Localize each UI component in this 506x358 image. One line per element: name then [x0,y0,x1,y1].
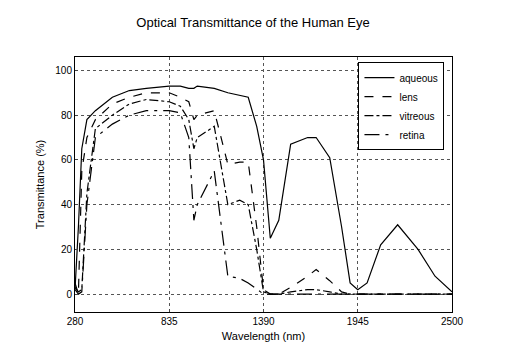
svg-text:retina: retina [399,130,424,141]
svg-text:40: 40 [61,199,73,210]
svg-text:80: 80 [61,110,73,121]
svg-text:280: 280 [67,316,84,327]
svg-text:100: 100 [55,65,72,76]
svg-text:Wavelength (nm): Wavelength (nm) [222,330,305,342]
svg-text:lens: lens [399,92,417,103]
svg-text:1390: 1390 [252,316,275,327]
svg-text:60: 60 [61,154,73,165]
svg-text:835: 835 [161,316,178,327]
svg-text:20: 20 [61,244,73,255]
svg-text:1945: 1945 [347,316,370,327]
svg-text:2500: 2500 [441,316,464,327]
svg-text:aqueous: aqueous [399,73,437,84]
svg-text:Transmittance (%): Transmittance (%) [34,140,46,229]
svg-text:vitreous: vitreous [399,111,434,122]
svg-text:Optical Transmittance of the H: Optical Transmittance of the Human Eye [136,15,369,30]
svg-text:0: 0 [66,289,72,300]
